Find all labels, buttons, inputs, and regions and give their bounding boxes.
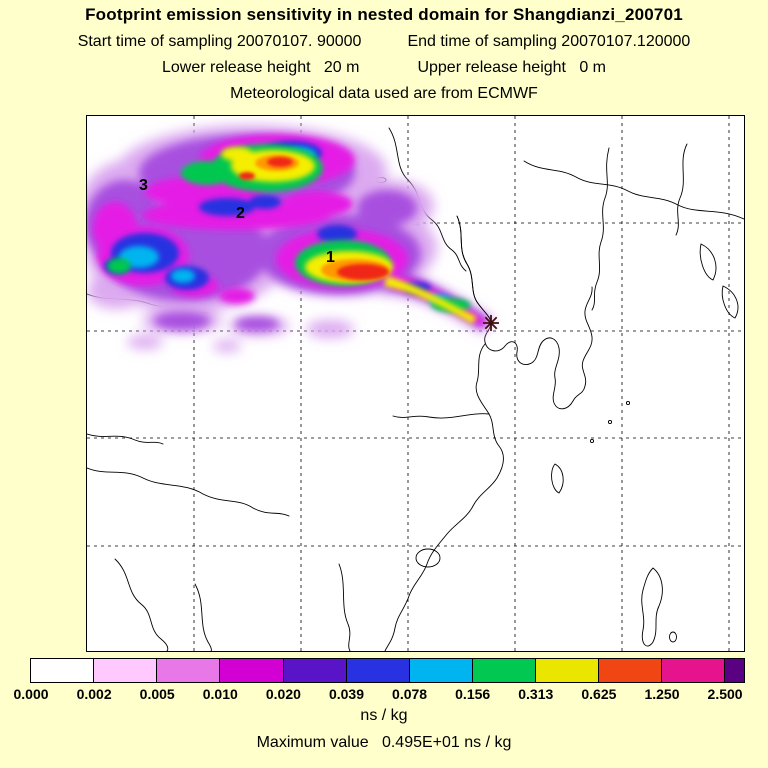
colorbar-units-label: ns / kg (360, 707, 408, 724)
river-line (338, 563, 351, 651)
island-taiwan (551, 463, 564, 494)
island-japan (699, 243, 717, 281)
colorbar-tick-label: 0.002 (76, 686, 112, 702)
coastline (388, 127, 467, 272)
small-island (669, 631, 677, 643)
river-line (392, 413, 490, 419)
maximum-value-text: Maximum value 0.495E+01 ns / kg (256, 734, 512, 751)
end-time-text: End time of sampling 20070107.120000 (407, 33, 691, 50)
colorbar-segment (662, 659, 726, 682)
small-island (589, 438, 595, 444)
colorbar-segment (599, 659, 663, 682)
figure-title: Footprint emission sensitivity in nested… (85, 5, 683, 24)
colorbar-tick-label: 0.625 (581, 686, 617, 702)
met-source-text: Meteorological data used are from ECMWF (230, 85, 538, 102)
colorbar-segment (283, 659, 347, 682)
island-philippines (641, 567, 663, 647)
colorbar-labels: 0.000 0.002 0.005 0.010 0.020 0.039 0.078 0.156… (13, 686, 744, 702)
colorbar-tick-label: 0.156 (455, 686, 491, 702)
coastline (523, 160, 744, 220)
small-island (607, 419, 613, 425)
border-line (87, 467, 290, 517)
colorbar-tick-label: 0.005 (139, 686, 175, 702)
colorbar-tick-label: 0.000 (13, 686, 49, 702)
plume-label-3: 3 (139, 177, 148, 194)
small-island (625, 400, 631, 406)
plume-level-red (239, 157, 389, 280)
colorbar (30, 658, 745, 683)
border-line (87, 433, 164, 445)
plume-label-2: 2 (236, 205, 245, 222)
upper-release-height-text: Upper release height 0 m (417, 59, 606, 76)
colorbar-tick-label: 0.010 (202, 686, 238, 702)
graticule (87, 116, 744, 651)
colorbar-segment (536, 659, 600, 682)
colorbar-segment (346, 659, 410, 682)
map-panel: 3 2 1 (86, 115, 745, 652)
colorbar-tick-label: 1.250 (644, 686, 680, 702)
coastline (675, 143, 688, 236)
start-time-text: Start time of sampling 20070107. 90000 (77, 33, 362, 50)
colorbar-segment (94, 659, 158, 682)
colorbar-tick-label: 0.020 (265, 686, 301, 702)
coastline-china-east (384, 343, 504, 651)
colorbar-tick-label: 0.078 (392, 686, 428, 702)
colorbar-segment (157, 659, 221, 682)
release-heights-line: Lower release height 20 m Upper release … (0, 59, 768, 77)
colorbar-tick-label: 0.039 (328, 686, 365, 702)
coastline (591, 147, 610, 311)
island-hainan (415, 548, 441, 568)
coastline (194, 583, 212, 651)
island-japan (721, 285, 739, 319)
coastline-over-plume (456, 215, 492, 324)
colorbar-segment (472, 659, 536, 682)
colorbar-segment (220, 659, 284, 682)
colorbar-tick-label: 2.500 (707, 686, 743, 702)
colorbar-segment (409, 659, 473, 682)
plume-label-1: 1 (326, 249, 335, 266)
coastline (114, 558, 169, 651)
colorbar-segment (31, 659, 95, 682)
colorbar-segment (725, 659, 745, 682)
station-marker (483, 315, 499, 331)
map-canvas: 3 2 1 (87, 116, 744, 651)
lower-release-height-text: Lower release height 20 m (162, 59, 360, 76)
colorbar-tick-label: 0.313 (518, 686, 554, 702)
sampling-times-line: Start time of sampling 20070107. 90000 E… (0, 33, 768, 51)
